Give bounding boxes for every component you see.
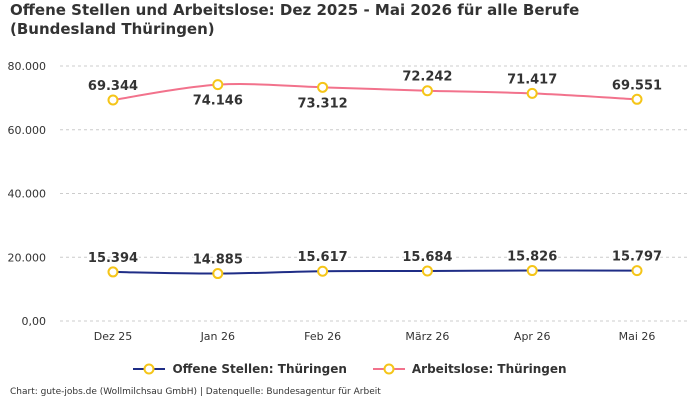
- series-line-offene-stellen: [112, 269, 638, 275]
- y-tick-label: 60.000: [8, 124, 47, 137]
- data-label-arbeitslose: 69.344: [88, 79, 138, 94]
- line-chart: 0,00 20.000 40.000 60.000 80.000 Dez 25 Jan 2…: [8, 60, 690, 343]
- data-point-arbeitslose: [631, 93, 643, 105]
- y-tick-label: 20.000: [8, 251, 47, 264]
- data-label-offene-stellen: 15.797: [612, 250, 662, 265]
- data-point-arbeitslose: [526, 87, 538, 99]
- data-point-arbeitslose: [107, 94, 119, 106]
- legend-swatch-offene-stellen: [133, 363, 166, 375]
- x-tick-label: Jan 26: [200, 330, 235, 343]
- x-tick-label: März 26: [405, 330, 449, 343]
- data-label-offene-stellen: 14.885: [193, 253, 243, 268]
- series-line-arbeitslose: [112, 83, 638, 101]
- x-tick-label: Feb 26: [304, 330, 341, 343]
- data-label-arbeitslose: 73.312: [298, 96, 348, 111]
- data-label-offene-stellen: 15.826: [507, 250, 557, 265]
- legend: Offene Stellen: Thüringen Arbeitslose: T…: [0, 362, 700, 376]
- y-tick-label: 80.000: [8, 60, 47, 73]
- data-point-arbeitslose: [317, 81, 329, 93]
- data-label-offene-stellen: 15.394: [88, 251, 138, 266]
- x-tick-label: Mai 26: [619, 330, 656, 343]
- grid-layer: 0,00 20.000 40.000 60.000 80.000: [8, 60, 690, 328]
- legend-label-offene-stellen: Offene Stellen: Thüringen: [172, 362, 347, 376]
- data-label-arbeitslose: 72.242: [402, 70, 452, 85]
- data-label-offene-stellen: 15.617: [298, 250, 348, 265]
- x-axis: Dez 25 Jan 26 Feb 26 März 26 Apr 26 Mai 26: [94, 330, 656, 343]
- data-point-offene-stellen: [526, 265, 538, 277]
- data-labels: 15.394 14.885 15.617 15.684 15.826 15.797 69.3…: [86, 68, 663, 269]
- data-point-offene-stellen: [107, 266, 119, 278]
- legend-item-arbeitslose[interactable]: Arbeitslose: Thüringen: [372, 362, 567, 376]
- data-point-arbeitslose: [421, 85, 433, 97]
- data-label-arbeitslose: 69.551: [612, 78, 662, 93]
- data-label-arbeitslose: 71.417: [507, 72, 557, 87]
- legend-label-arbeitslose: Arbeitslose: Thüringen: [411, 362, 567, 376]
- source-note: Chart: gute-jobs.de (Wollmilchsau GmbH) …: [10, 387, 381, 397]
- data-label-offene-stellen: 15.684: [402, 250, 452, 265]
- series-layer: [107, 79, 643, 280]
- y-tick-label: 0,00: [22, 315, 47, 328]
- legend-swatch-arbeitslose: [372, 363, 405, 375]
- data-point-arbeitslose: [212, 79, 224, 91]
- x-tick-label: Apr 26: [514, 330, 551, 343]
- chart-title: Offene Stellen und Arbeitslose: Dez 2025…: [10, 1, 580, 38]
- data-point-offene-stellen: [212, 268, 224, 280]
- y-tick-label: 40.000: [8, 188, 47, 201]
- data-point-offene-stellen: [317, 265, 329, 277]
- legend-item-offene-stellen[interactable]: Offene Stellen: Thüringen: [133, 362, 347, 376]
- data-label-arbeitslose: 74.146: [193, 94, 243, 109]
- x-tick-label: Dez 25: [94, 330, 133, 343]
- data-point-offene-stellen: [421, 265, 433, 277]
- data-point-offene-stellen: [631, 265, 643, 277]
